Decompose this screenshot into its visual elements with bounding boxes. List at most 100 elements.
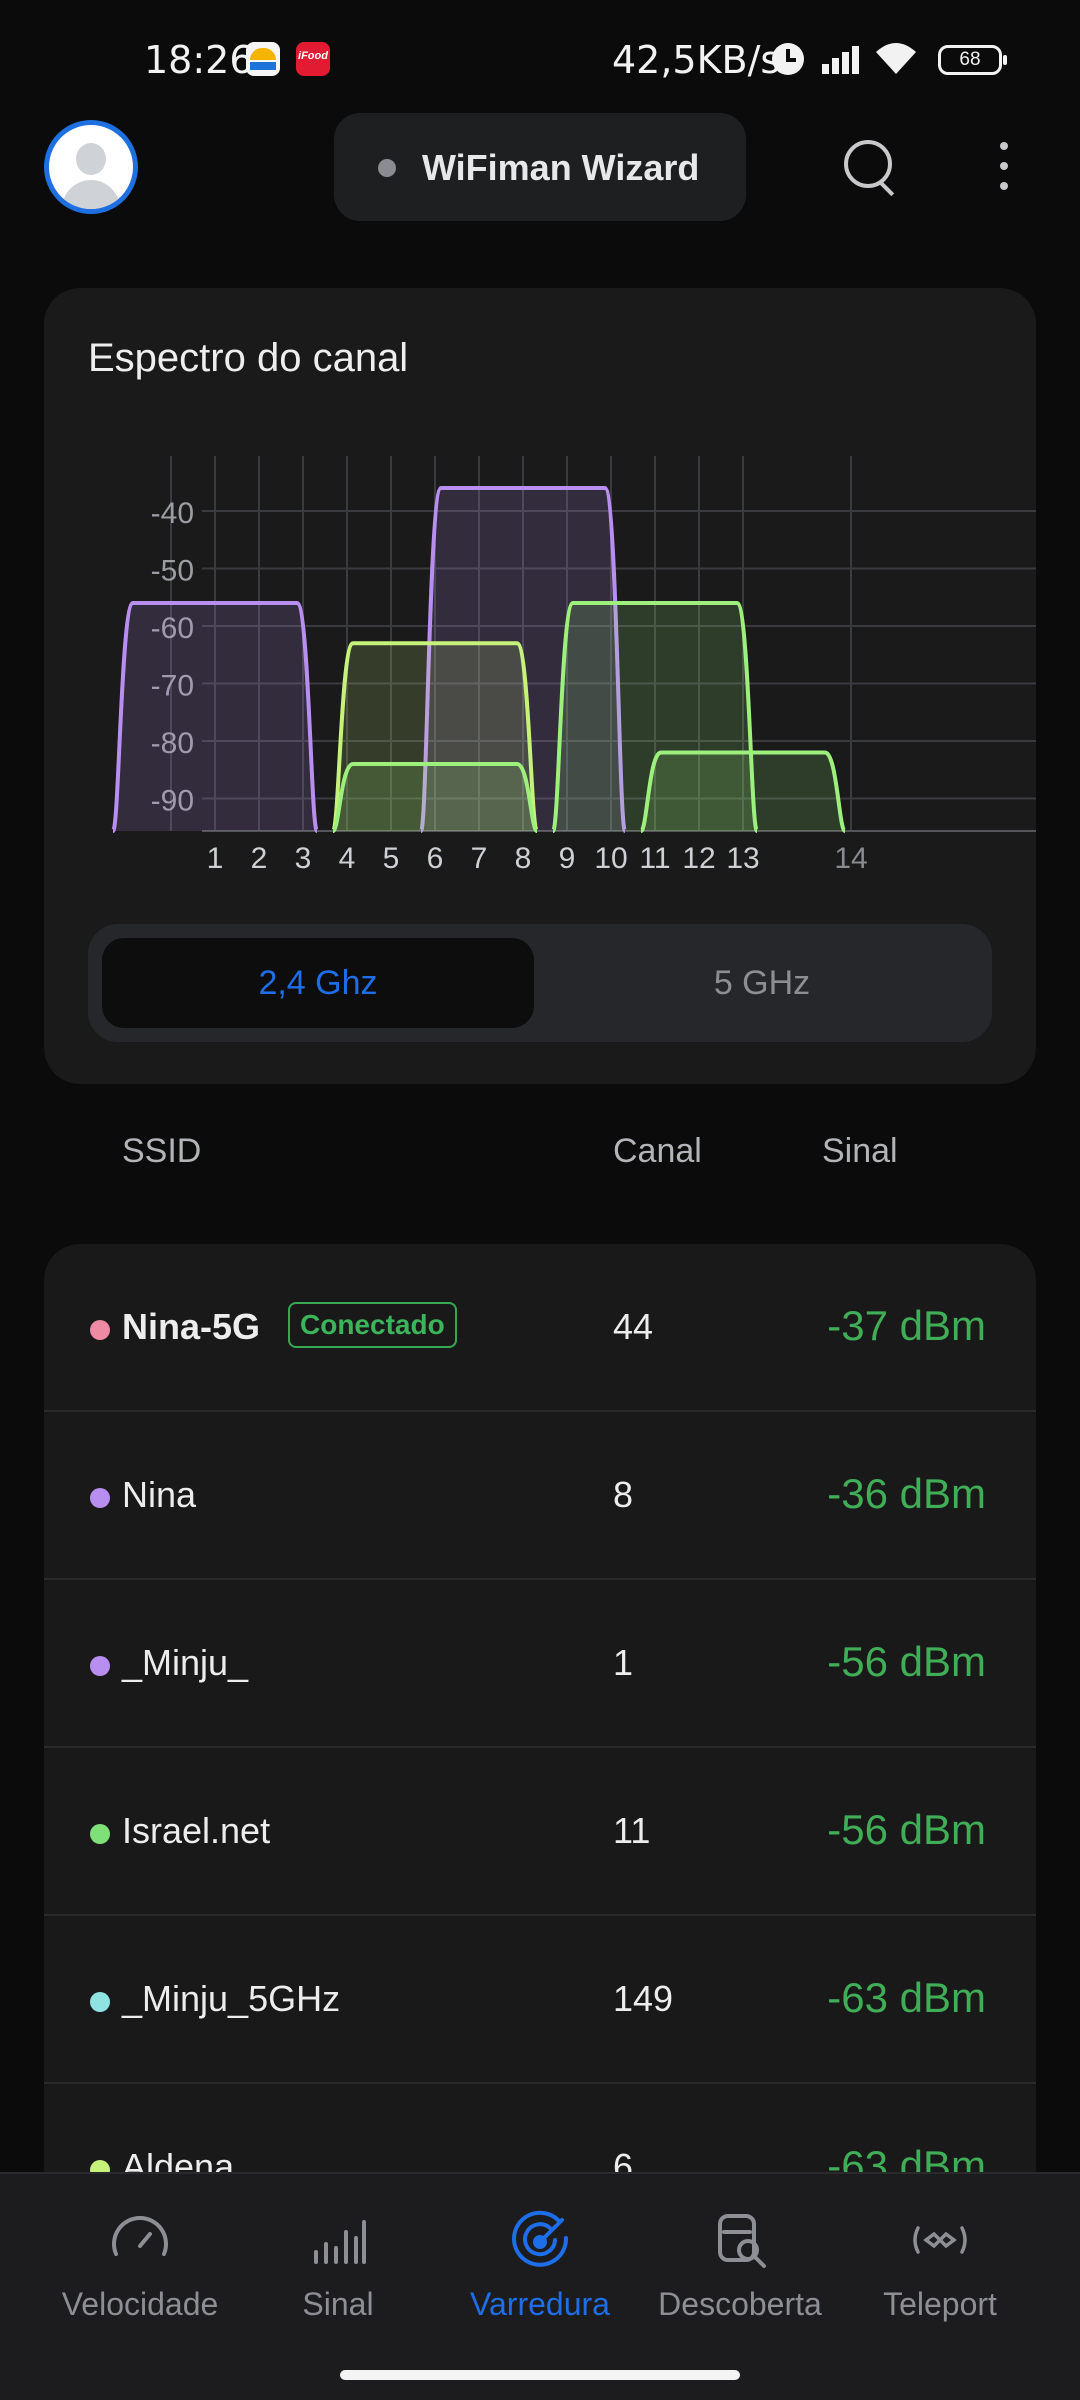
device-discovery-icon xyxy=(718,2214,766,2268)
channel-spectrum-card: Espectro do canal -40 -50 -60 -70 -80 -90 1 2 3 4… xyxy=(44,288,1036,1084)
network-list: Nina-5G Conectado 44 -37 dBm Nina 8 -36 dBm _Mi… xyxy=(44,1244,1036,2244)
nav-descoberta[interactable]: Descoberta xyxy=(640,2208,840,2323)
network-color-dot xyxy=(90,1488,110,1508)
alarm-clock-icon xyxy=(772,43,804,75)
nav-label: Varredura xyxy=(470,2286,610,2322)
network-ssid: Israel.net xyxy=(122,1810,271,1851)
network-signal: -63 dBm xyxy=(827,1974,986,2021)
y-tick-label: -60 xyxy=(151,612,194,645)
band-toggle: 2,4 Ghz 5 GHz xyxy=(88,924,992,1042)
network-row[interactable]: _Minju_ 1 -56 dBm xyxy=(44,1580,1036,1748)
network-color-dot xyxy=(90,1992,110,2012)
x-tick-label: 8 xyxy=(515,842,532,875)
y-tick-label: -40 xyxy=(151,497,194,530)
network-ssid: _Minju_ xyxy=(122,1642,249,1683)
x-tick-label: 4 xyxy=(339,842,356,875)
x-tick-label: 9 xyxy=(559,842,576,875)
nav-varredura[interactable]: Varredura xyxy=(440,2208,640,2323)
connection-status-dot xyxy=(378,159,396,177)
network-color-dot xyxy=(90,1824,110,1844)
spectrum-curve xyxy=(111,601,319,833)
nav-teleport[interactable]: Teleport xyxy=(840,2208,1040,2323)
radar-icon xyxy=(512,2210,569,2267)
x-tick-label: 12 xyxy=(682,842,715,875)
cell-signal-icon xyxy=(822,44,862,74)
y-tick-label: -70 xyxy=(151,670,194,703)
network-signal: -56 dBm xyxy=(827,1806,986,1853)
nav-label: Descoberta xyxy=(658,2286,822,2322)
y-tick-label: -50 xyxy=(151,555,194,588)
teleport-icon xyxy=(913,2226,967,2254)
column-header-signal[interactable]: Sinal xyxy=(822,1132,898,1170)
wifi-status-icon xyxy=(876,43,916,74)
spectrum-area xyxy=(113,603,317,831)
spectrum-curve xyxy=(331,641,539,833)
network-row[interactable]: Israel.net 11 -56 dBm xyxy=(44,1748,1036,1916)
spectrum-curve xyxy=(419,486,627,833)
nav-label: Sinal xyxy=(302,2286,374,2322)
x-tick-label: 7 xyxy=(471,842,488,875)
network-color-dot xyxy=(90,1656,110,1676)
x-tick-label: 10 xyxy=(594,842,627,875)
network-speed: 42,5KB/s xyxy=(612,38,781,82)
nav-sinal[interactable]: Sinal xyxy=(238,2208,438,2323)
spectrum-area xyxy=(333,764,537,831)
avatar[interactable] xyxy=(44,120,138,214)
bottom-navigation: Velocidade Sinal Varredura xyxy=(0,2172,1080,2400)
network-ssid: Nina xyxy=(122,1474,197,1515)
network-row[interactable]: Nina-5G Conectado 44 -37 dBm xyxy=(44,1244,1036,1412)
spectrum-area xyxy=(333,643,537,831)
network-signal: -36 dBm xyxy=(827,1470,986,1517)
x-tick-label: 14 xyxy=(834,842,867,875)
x-tick-label: 2 xyxy=(251,842,268,875)
battery-icon: 68 xyxy=(938,45,1007,75)
y-tick-label: -90 xyxy=(151,785,194,818)
speedometer-icon xyxy=(112,2216,168,2256)
spectrum-chart: -40-50-60-70-80-901 2 3 4 5 6 7 8 9 10 11 12 13 14 xyxy=(111,456,1036,875)
band-24ghz-tab[interactable]: 2,4 Ghz xyxy=(102,938,534,1028)
wifiman-wizard-button[interactable]: WiFiman Wizard xyxy=(334,113,746,221)
network-ssid: Nina-5G xyxy=(122,1306,261,1347)
nav-label: Velocidade xyxy=(61,2286,219,2322)
signal-bars-icon xyxy=(314,2220,366,2264)
nav-label: Teleport xyxy=(883,2286,997,2322)
spectrum-area xyxy=(553,603,757,831)
network-channel: 11 xyxy=(613,1810,651,1851)
ifood-notification-icon: iFood xyxy=(296,42,330,76)
spectrum-curve xyxy=(331,762,539,833)
network-channel: 8 xyxy=(613,1474,634,1515)
network-signal: -56 dBm xyxy=(827,1638,986,1685)
x-tick-label: 1 xyxy=(207,842,224,875)
network-row[interactable]: Nina 8 -36 dBm xyxy=(44,1412,1036,1580)
column-header-ssid[interactable]: SSID xyxy=(122,1132,202,1170)
more-vert-icon[interactable] xyxy=(990,138,1018,194)
x-tick-label: 6 xyxy=(427,842,444,875)
network-color-dot xyxy=(90,1320,110,1340)
x-tick-label: 11 xyxy=(639,842,670,875)
spectrum-title: Espectro do canal xyxy=(88,336,409,380)
nav-velocidade[interactable]: Velocidade xyxy=(40,2208,240,2323)
network-signal: -37 dBm xyxy=(827,1302,986,1349)
connected-badge: Conectado xyxy=(288,1302,457,1348)
network-ssid: _Minju_5GHz xyxy=(122,1978,341,2019)
band-5ghz-tab[interactable]: 5 GHz xyxy=(713,964,811,1002)
spectrum-area xyxy=(641,752,845,831)
ifood-icon-text: iFood xyxy=(298,50,328,62)
column-header-channel[interactable]: Canal xyxy=(613,1132,702,1170)
app-notification-icon xyxy=(246,42,280,76)
network-channel: 1 xyxy=(613,1642,634,1683)
status-bar: 18:26 iFood 42,5KB/s 68 xyxy=(0,0,1080,110)
battery-level: 68 xyxy=(959,49,981,70)
y-tick-label: -80 xyxy=(151,727,194,760)
network-row[interactable]: _Minju_5GHz 149 -63 dBm xyxy=(44,1916,1036,2084)
x-tick-label: 3 xyxy=(295,842,312,875)
network-channel: 44 xyxy=(613,1306,654,1347)
spectrum-curve xyxy=(639,750,847,833)
x-tick-label: 5 xyxy=(383,842,400,875)
x-tick-label: 13 xyxy=(726,842,759,875)
search-icon[interactable] xyxy=(838,134,902,198)
spectrum-curve xyxy=(551,601,759,833)
wizard-title: WiFiman Wizard xyxy=(422,147,700,188)
home-indicator[interactable] xyxy=(340,2370,740,2380)
network-channel: 149 xyxy=(613,1978,674,2019)
